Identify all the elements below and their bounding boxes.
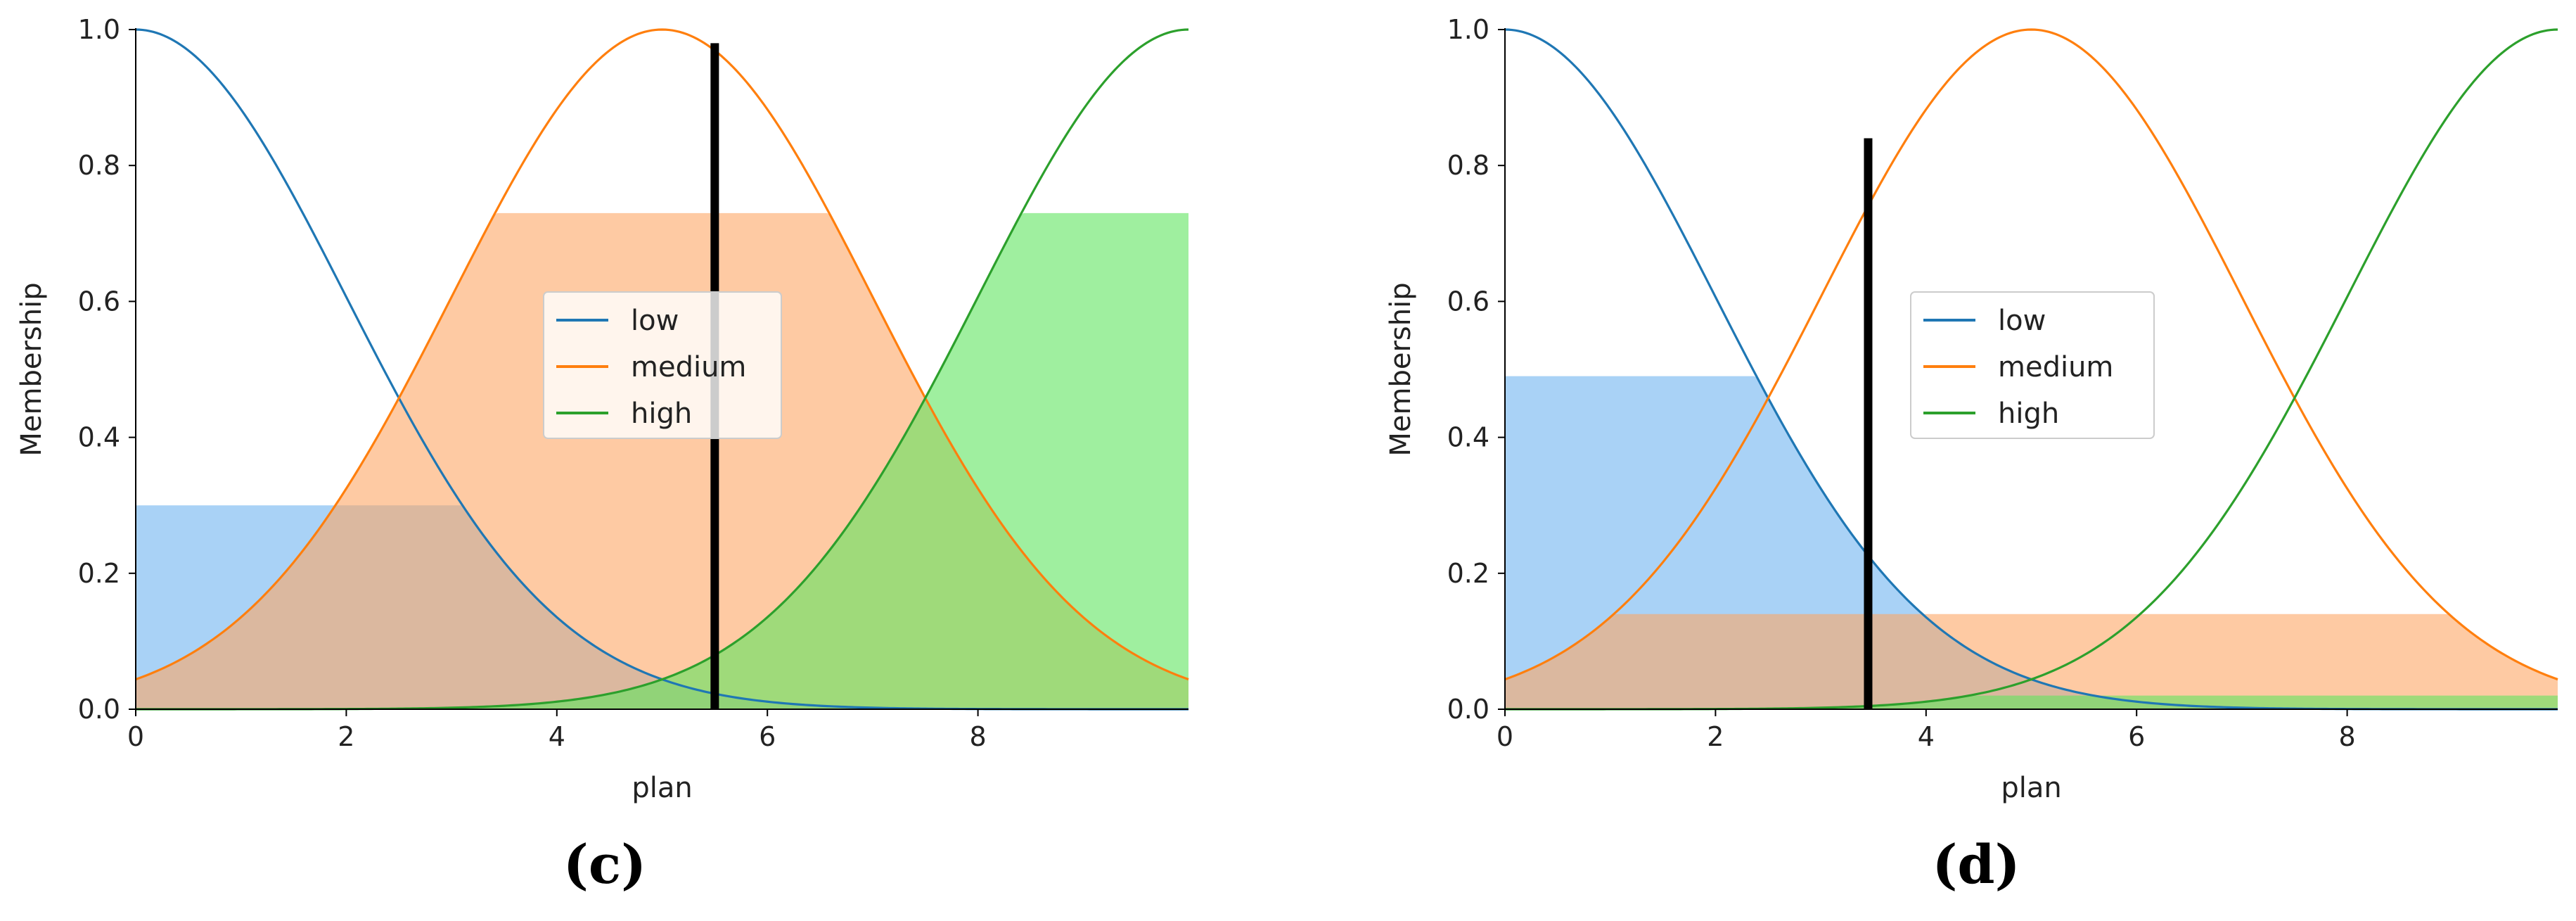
y-tick-label: 0.4	[78, 422, 120, 453]
x-tick-label: 2	[1707, 721, 1724, 752]
y-tick-label: 0.2	[1447, 558, 1489, 589]
x-tick-label: 0	[127, 721, 144, 752]
series-line-medium	[1504, 28, 2558, 681]
legend-label-low: low	[1998, 305, 2046, 337]
y-tick-label: 0.8	[78, 150, 120, 181]
x-tick-label: 4	[549, 721, 565, 752]
chart-panel-d: 0 2 4 6 8 0.0 0.2 0.4 0.6 0.8 1.0 plan Membership low…	[1385, 14, 2558, 896]
legend-label-low: low	[631, 305, 679, 337]
series-line-medium	[135, 28, 1189, 681]
x-tick-label: 0	[1497, 721, 1513, 752]
y-tick-label: 0.2	[78, 558, 120, 589]
activation-fill-high	[136, 212, 1188, 709]
x-tick-label: 6	[2128, 721, 2145, 752]
activation-fills	[1505, 376, 2558, 709]
panel-caption: (c)	[563, 833, 646, 896]
y-tick-label: 0.8	[1447, 150, 1489, 181]
y-axis-title: Membership	[1385, 282, 1417, 456]
y-tick-label: 0.6	[78, 286, 120, 317]
legend-label-high: high	[1998, 398, 2059, 430]
chart-panel-c: 0 2 4 6 8 0.0 0.2 0.4 0.6 0.8 1.0 plan Membership low…	[15, 14, 1189, 896]
activation-fill-high	[1505, 695, 2558, 709]
x-tick-label: 2	[338, 721, 354, 752]
y-tick-label: 1.0	[1447, 14, 1489, 45]
legend-box	[1910, 291, 2155, 439]
legend-label-medium: medium	[1998, 351, 2113, 383]
legend-label-high: high	[631, 398, 692, 430]
activation-fills	[136, 212, 1188, 709]
y-tick-label: 0.4	[1447, 422, 1489, 453]
x-tick-label: 6	[759, 721, 776, 752]
y-tick-label: 0.0	[78, 694, 120, 725]
x-axis-title: plan	[632, 772, 692, 804]
x-tick-label: 8	[970, 721, 987, 752]
y-tick-label: 0.6	[1447, 286, 1489, 317]
x-ticks: 0 2 4 6 8	[127, 709, 987, 752]
y-ticks: 0.0 0.2 0.4 0.6 0.8 1.0	[1447, 14, 1505, 725]
legend-box	[543, 291, 782, 439]
x-tick-label: 4	[1918, 721, 1935, 752]
legend: low medium high	[1910, 291, 2155, 439]
x-ticks: 0 2 4 6 8	[1497, 709, 2356, 752]
y-tick-label: 0.0	[1447, 694, 1489, 725]
activation-fill-medium	[1505, 614, 2558, 709]
legend-label-medium: medium	[631, 351, 746, 383]
y-tick-label: 1.0	[78, 14, 120, 45]
x-axis-title: plan	[2001, 772, 2061, 804]
x-tick-label: 8	[2339, 721, 2356, 752]
y-ticks: 0.0 0.2 0.4 0.6 0.8 1.0	[78, 14, 136, 725]
legend: low medium high	[543, 291, 782, 439]
panel-caption: (d)	[1932, 833, 2020, 896]
y-axis-title: Membership	[15, 282, 48, 456]
